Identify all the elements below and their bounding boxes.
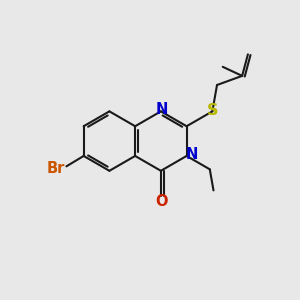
Text: N: N [186,147,198,162]
Text: N: N [155,102,168,117]
Text: Br: Br [47,161,65,176]
Text: S: S [207,103,219,118]
Text: O: O [155,194,167,209]
